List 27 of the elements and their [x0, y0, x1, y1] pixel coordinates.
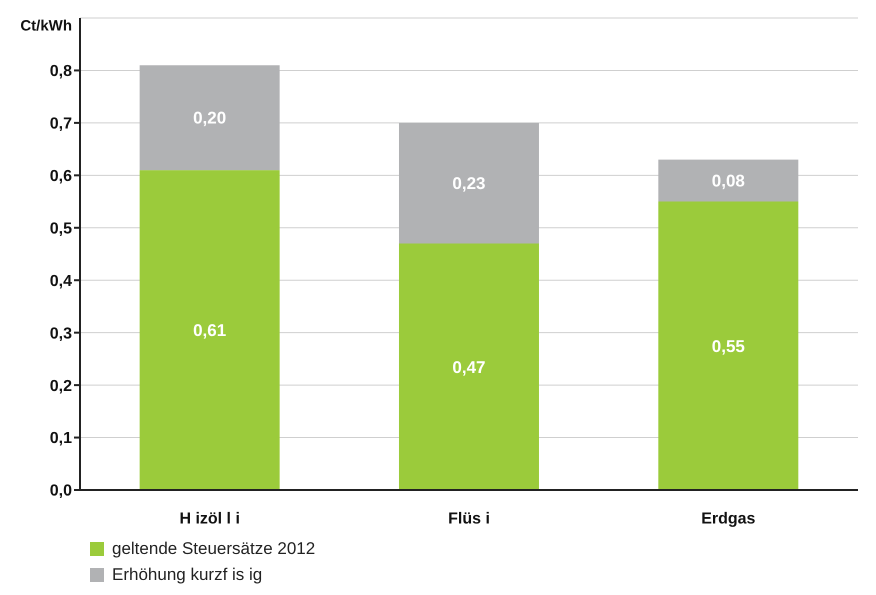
bar [398, 244, 539, 490]
bar [140, 65, 280, 170]
data-label: 0,08 [712, 172, 745, 191]
y-tick-label: 0,5 [50, 220, 72, 238]
y-tick-label: 0,4 [50, 272, 72, 290]
y-tick-label: 0,8 [50, 63, 72, 80]
bar [658, 160, 798, 202]
x-tick-label: Flüs i [448, 510, 490, 528]
bar [398, 122, 539, 244]
data-label: 0,61 [193, 321, 226, 340]
data-label: 0,20 [193, 108, 226, 128]
x-tick-label: H izöl l i [179, 510, 240, 528]
legend-label: geltende Steuersätze 2012 [112, 539, 316, 559]
data-label: 0,47 [452, 358, 486, 377]
bar [140, 170, 280, 490]
y-tick-label: 0,3 [50, 325, 72, 342]
x-tick-label: Erdgas [701, 510, 756, 528]
y-tick-label: 0,0 [50, 482, 72, 500]
bar [658, 202, 798, 490]
y-tick-label: 0,2 [50, 378, 72, 395]
y-axis-title: Ct/kWh [20, 18, 72, 35]
data-label: 0,23 [452, 174, 486, 194]
legend-label: Erhöhung kurzf is ig [112, 565, 262, 585]
y-tick-label: 0,7 [50, 116, 72, 133]
data-label: 0,55 [712, 336, 745, 356]
y-tick-label: 0,1 [50, 430, 72, 448]
y-tick-label: 0,6 [50, 168, 72, 186]
